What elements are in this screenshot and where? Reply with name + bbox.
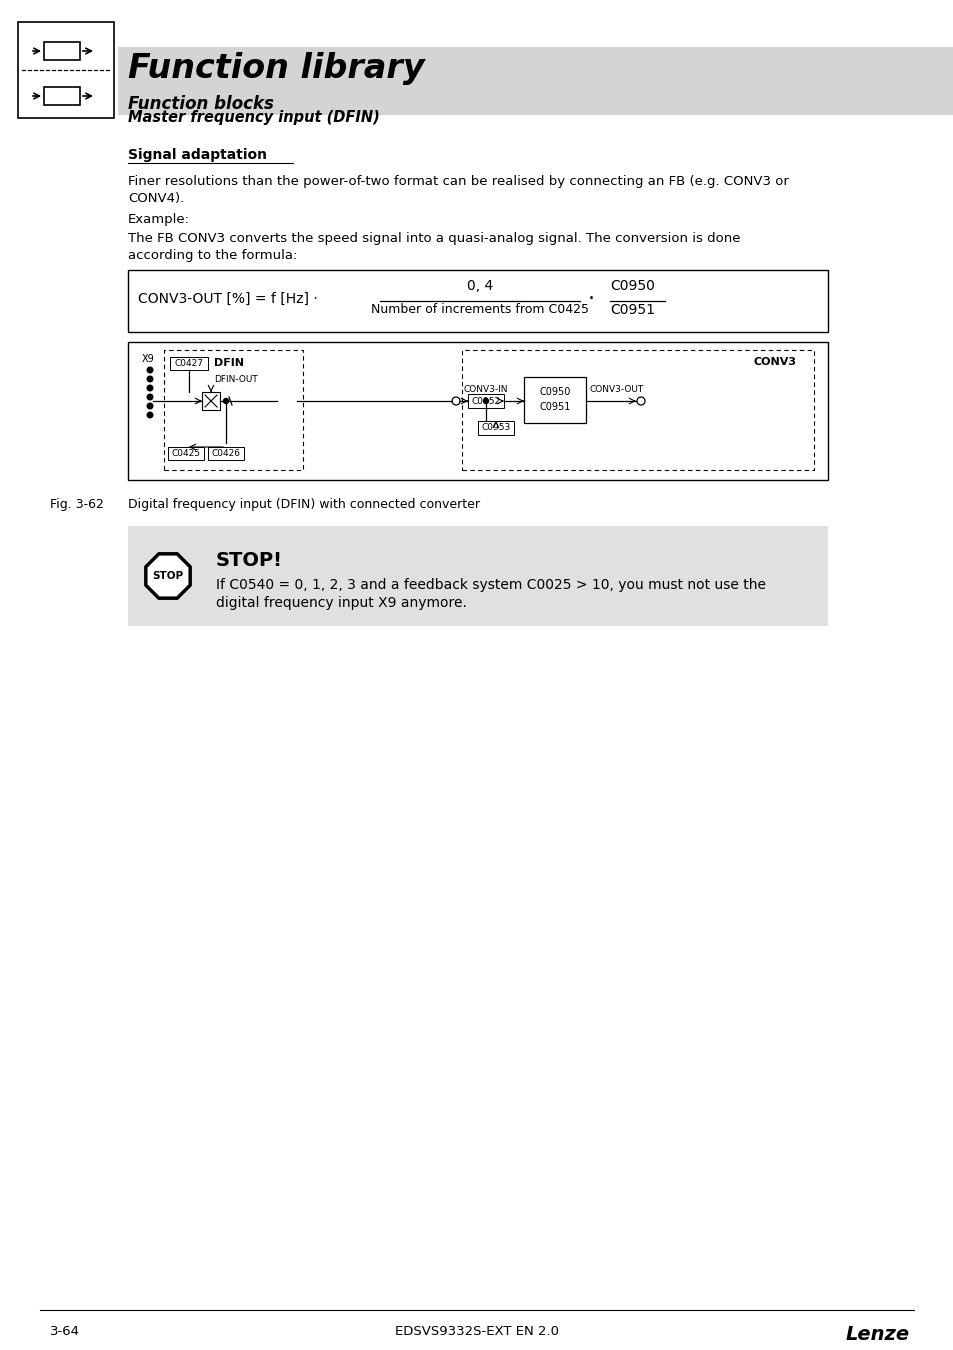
Text: STOP!: STOP! (215, 551, 283, 570)
Text: The FB CONV3 converts the speed signal into a quasi-analog signal. The conversio: The FB CONV3 converts the speed signal i… (128, 232, 740, 244)
Text: 0, 4: 0, 4 (466, 279, 493, 293)
Text: Lenze: Lenze (845, 1324, 909, 1345)
Bar (461, 350, 813, 470)
Text: Digital frequency input (DFIN) with connected converter: Digital frequency input (DFIN) with conn… (128, 498, 479, 512)
Bar (128, 270, 827, 332)
Bar (164, 350, 303, 470)
Bar (18, 22, 113, 117)
Bar (468, 394, 503, 408)
Bar (170, 356, 208, 370)
Text: If C0540 = 0, 1, 2, 3 and a feedback system C0025 > 10, you must not use the: If C0540 = 0, 1, 2, 3 and a feedback sys… (215, 578, 765, 593)
Text: CONV3-OUT [%] = f [Hz] ·: CONV3-OUT [%] = f [Hz] · (138, 292, 317, 306)
Text: digital frequency input X9 anymore.: digital frequency input X9 anymore. (215, 595, 466, 610)
Text: C0952: C0952 (471, 397, 500, 405)
Polygon shape (146, 554, 190, 598)
Text: STOP: STOP (152, 571, 183, 580)
Circle shape (147, 385, 152, 390)
Text: C0953: C0953 (481, 424, 510, 432)
Text: CONV3-IN: CONV3-IN (463, 385, 508, 393)
Bar (44, 42, 80, 59)
Text: CONV3-OUT: CONV3-OUT (589, 385, 643, 393)
Circle shape (223, 398, 229, 404)
Text: Finer resolutions than the power-of-two format can be realised by connecting an : Finer resolutions than the power-of-two … (128, 176, 788, 188)
Text: Signal adaptation: Signal adaptation (128, 148, 267, 162)
Text: C0951: C0951 (538, 402, 570, 412)
Text: CONV3: CONV3 (753, 356, 796, 367)
Bar (168, 447, 204, 460)
Text: Example:: Example: (128, 213, 190, 225)
Bar (128, 526, 827, 626)
Text: EDSVS9332S-EXT EN 2.0: EDSVS9332S-EXT EN 2.0 (395, 1324, 558, 1338)
Bar (202, 392, 220, 410)
Bar (128, 342, 827, 481)
Text: CONV4).: CONV4). (128, 192, 184, 205)
Text: C0950: C0950 (609, 279, 654, 293)
Text: according to the formula:: according to the formula: (128, 248, 297, 262)
Circle shape (147, 377, 152, 382)
Text: Function library: Function library (128, 53, 424, 85)
Bar (477, 421, 514, 435)
Bar (44, 86, 80, 105)
Text: C0426: C0426 (212, 450, 240, 458)
Text: X9: X9 (142, 354, 154, 364)
Text: C0427: C0427 (174, 359, 203, 369)
Text: 3-64: 3-64 (50, 1324, 80, 1338)
Text: DFIN-OUT: DFIN-OUT (213, 375, 257, 385)
Bar (118, 47, 953, 115)
Text: Function blocks: Function blocks (128, 95, 274, 113)
Text: C0951: C0951 (609, 302, 655, 317)
Text: C0950: C0950 (538, 387, 570, 397)
Text: Number of increments from C0425: Number of increments from C0425 (371, 302, 588, 316)
Text: Fig. 3-62: Fig. 3-62 (50, 498, 104, 512)
Circle shape (147, 367, 152, 373)
Circle shape (147, 394, 152, 400)
Circle shape (483, 398, 488, 404)
Text: Master frequency input (DFIN): Master frequency input (DFIN) (128, 109, 379, 126)
Bar (208, 447, 244, 460)
Text: ·: · (587, 289, 595, 309)
Text: C0425: C0425 (172, 450, 200, 458)
Circle shape (147, 412, 152, 417)
Circle shape (147, 404, 152, 409)
Bar (523, 377, 585, 423)
Text: DFIN: DFIN (213, 358, 244, 369)
